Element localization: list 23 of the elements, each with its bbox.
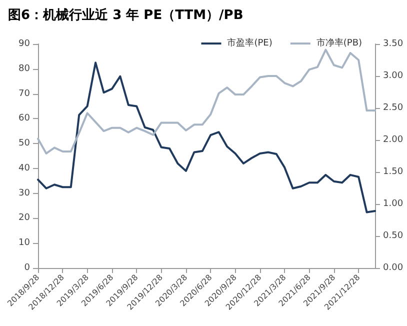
y-tick-label: 40	[18, 163, 30, 174]
line-series	[37, 62, 376, 214]
legend-label: 市盈率(PE)	[227, 38, 272, 48]
y2-tick-label: 0.00	[383, 263, 404, 273]
y2-tick-label: 3.50	[383, 39, 404, 49]
y-tick-label: 0	[24, 263, 30, 273]
y2-tick-label: 1.00	[383, 199, 404, 209]
y-tick-label: 70	[18, 88, 30, 99]
y-tick-label: 90	[18, 39, 30, 49]
y-tick-label: 30	[18, 188, 30, 198]
y2-tick-label: 3.00	[383, 71, 404, 81]
y-tick-label: 10	[18, 238, 30, 248]
y2-tick-label: 2.00	[383, 135, 404, 145]
y-tick-label: 20	[18, 213, 30, 224]
y2-tick-label: 2.50	[383, 103, 404, 113]
y2-tick-label: 1.50	[383, 167, 404, 177]
y2-tick-label: 0.50	[383, 231, 404, 241]
legend-label: 市净率(PB)	[316, 38, 362, 48]
y-tick-label: 80	[18, 64, 30, 74]
y-tick-label: 50	[18, 138, 30, 149]
y-tick-label: 60	[18, 114, 30, 124]
line-series	[37, 48, 376, 154]
chart-title: 图6：机械行业近 3 年 PE（TTM）/PB	[7, 7, 244, 25]
